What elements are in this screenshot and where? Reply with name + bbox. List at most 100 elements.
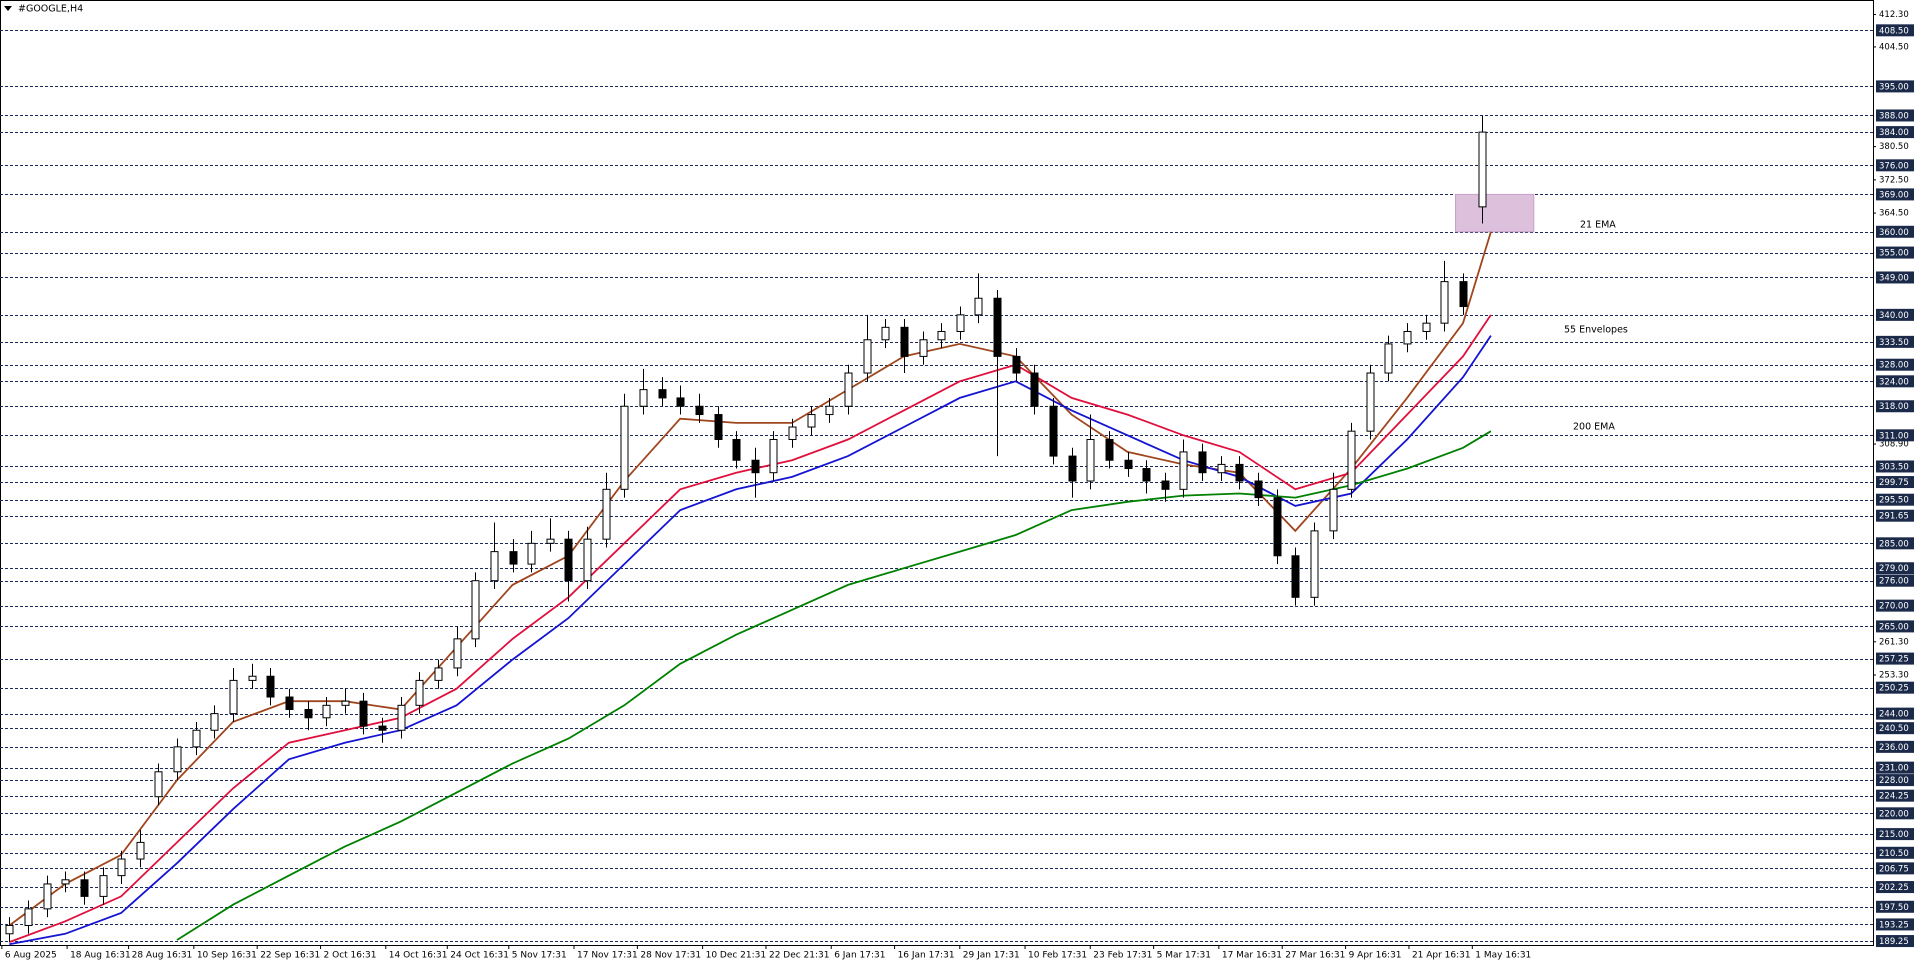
level-label: 250.25 <box>1879 684 1909 694</box>
candle-body <box>1384 343 1393 374</box>
indicator-line <box>9 335 1492 946</box>
x-tick-label: 22 Sep 16:31 <box>260 951 320 961</box>
candle-body <box>974 297 983 316</box>
level-label-box <box>1876 574 1914 587</box>
level-label-box <box>1876 460 1914 473</box>
candle-body <box>397 704 406 731</box>
collapse-icon[interactable] <box>4 6 12 11</box>
candle-body <box>1291 555 1300 598</box>
level-label: 189.25 <box>1879 937 1909 947</box>
candle-body <box>229 679 238 715</box>
candle-body <box>1049 405 1058 457</box>
candle-body <box>1273 497 1282 557</box>
level-label-box <box>1876 846 1914 859</box>
level-label-box <box>1876 358 1914 371</box>
candle-body <box>1217 463 1226 474</box>
candle-body <box>248 675 257 681</box>
candle-body <box>1347 430 1356 490</box>
level-label: 279.00 <box>1879 564 1909 574</box>
level-label-box <box>1876 774 1914 787</box>
level-label-box <box>1876 109 1914 122</box>
candle-body <box>415 679 424 706</box>
candle-body <box>359 700 368 727</box>
x-tick-label: 28 Nov 17:31 <box>640 951 701 961</box>
level-label: 376.00 <box>1879 161 1909 171</box>
level-label-box <box>1876 80 1914 93</box>
candle-body <box>490 551 499 582</box>
level-label-box <box>1876 740 1914 753</box>
x-tick-label: 6 Jan 17:31 <box>834 951 885 961</box>
x-tick-label: 2 Oct 16:31 <box>324 951 377 961</box>
candle-body <box>154 771 163 798</box>
level-label: 285.00 <box>1879 539 1909 549</box>
level-label: 340.00 <box>1879 311 1909 321</box>
candle-body <box>639 389 648 407</box>
x-tick-label: 9 Apr 16:31 <box>1349 951 1402 961</box>
candle-body <box>695 405 704 416</box>
candle-body <box>1478 131 1487 208</box>
level-label: 224.25 <box>1879 792 1909 802</box>
level-label: 318.00 <box>1879 402 1909 412</box>
x-tick-label: 6 Aug 2025 <box>5 951 57 961</box>
candle-body <box>304 708 313 719</box>
level-label-box <box>1876 225 1914 238</box>
level-label-box <box>1876 918 1914 931</box>
candle-body <box>5 924 14 935</box>
x-tick-label: 17 Mar 16:31 <box>1222 951 1282 961</box>
level-label: 388.00 <box>1879 111 1909 121</box>
candle-body <box>1068 455 1077 482</box>
candle-body <box>1459 281 1468 308</box>
candle-body <box>658 389 667 399</box>
level-label-box <box>1876 126 1914 139</box>
level-label-box <box>1876 271 1914 284</box>
plot-frame <box>0 0 1874 946</box>
level-label-box <box>1876 308 1914 321</box>
level-label: 295.50 <box>1879 496 1909 506</box>
level-label-box <box>1876 159 1914 172</box>
level-label: 236.00 <box>1879 743 1909 753</box>
candle-body <box>1422 322 1431 332</box>
candle-body <box>863 339 872 374</box>
candle-body <box>844 372 853 407</box>
level-label: 384.00 <box>1879 128 1909 138</box>
level-label-box <box>1876 807 1914 820</box>
candle-body <box>714 414 723 440</box>
candle-body <box>937 330 946 341</box>
candle-body <box>1440 281 1449 324</box>
candle-body <box>80 879 89 897</box>
y-tick-label: 412.30 <box>1879 10 1909 20</box>
annotation: 200 EMA <box>1573 422 1615 433</box>
level-label-box <box>1876 335 1914 348</box>
level-label: 324.00 <box>1879 377 1909 387</box>
candle-body <box>1142 468 1151 482</box>
level-label: 270.00 <box>1879 602 1909 612</box>
level-label: 395.00 <box>1879 82 1909 92</box>
candle-body <box>1235 463 1244 482</box>
x-tick-label: 21 Apr 16:31 <box>1412 951 1471 961</box>
level-label-box <box>1876 707 1914 720</box>
candle-body <box>509 551 518 565</box>
candle-body <box>471 580 480 640</box>
level-label-box <box>1876 188 1914 201</box>
candle-body <box>99 875 108 897</box>
candle-body <box>136 841 145 860</box>
y-tick-label: 380.50 <box>1879 142 1909 152</box>
candle-body <box>266 675 275 698</box>
candle-body <box>676 397 685 407</box>
candle-body <box>527 542 536 565</box>
candle-body <box>43 883 52 910</box>
level-label: 206.75 <box>1879 864 1909 874</box>
candle-body <box>1030 372 1039 407</box>
candle-body <box>453 638 462 669</box>
level-label-box <box>1876 881 1914 894</box>
level-label-box <box>1876 476 1914 489</box>
x-tick-label: 5 Mar 17:31 <box>1157 951 1211 961</box>
x-tick-label: 5 Nov 17:31 <box>512 951 567 961</box>
level-label: 355.00 <box>1879 249 1909 259</box>
candle-body <box>378 725 387 731</box>
level-label-box <box>1876 493 1914 506</box>
y-tick-label: 253.30 <box>1879 671 1909 681</box>
candle-body <box>919 339 928 357</box>
level-label-box <box>1876 722 1914 735</box>
